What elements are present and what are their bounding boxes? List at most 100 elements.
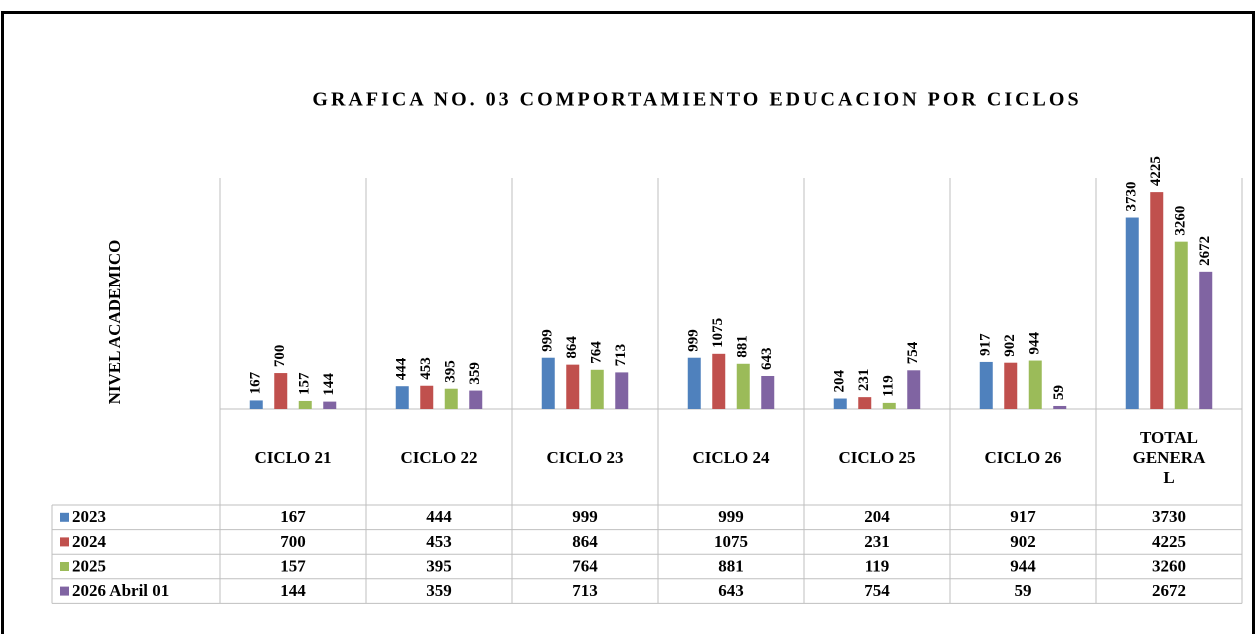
bar <box>1199 271 1213 409</box>
bar <box>323 401 337 409</box>
data-label: 2672 <box>1197 236 1213 266</box>
data-label: 713 <box>613 344 629 367</box>
data-label: 144 <box>321 373 337 396</box>
bar <box>858 397 872 409</box>
legend-swatch <box>60 586 69 596</box>
table-value: 204 <box>864 507 890 526</box>
bar <box>469 390 483 409</box>
data-label: 999 <box>686 329 702 352</box>
bar <box>761 375 775 409</box>
table-value: 902 <box>1010 532 1036 551</box>
legend-label: 2023 <box>72 507 106 526</box>
table-value: 59 <box>1015 581 1032 600</box>
bar <box>541 357 555 409</box>
data-label: 4225 <box>1148 156 1164 186</box>
table-value: 944 <box>1010 556 1036 575</box>
bar <box>1150 192 1164 409</box>
table-value: 4225 <box>1152 532 1186 551</box>
data-label: 359 <box>467 362 483 385</box>
table-value: 2672 <box>1152 581 1186 600</box>
table-value: 1075 <box>714 532 748 551</box>
data-label: 999 <box>540 329 556 352</box>
bar <box>833 398 847 409</box>
data-label: 231 <box>856 369 872 392</box>
data-label: 1075 <box>710 318 726 348</box>
category-label: CICLO 24 <box>692 448 770 467</box>
data-label: 700 <box>272 345 288 368</box>
bar <box>979 361 993 409</box>
table-value: 713 <box>572 581 598 600</box>
data-label: 204 <box>832 370 848 393</box>
table-value: 643 <box>718 581 744 600</box>
table-value: 3260 <box>1152 556 1186 575</box>
bar <box>1028 360 1042 409</box>
category-label: CICLO 26 <box>984 448 1062 467</box>
data-label: 917 <box>978 333 994 356</box>
data-label: 119 <box>881 375 897 397</box>
table-value: 999 <box>572 507 598 526</box>
bar <box>566 364 580 409</box>
bar <box>249 400 263 409</box>
table-value: 231 <box>864 532 890 551</box>
legend-swatch <box>60 512 69 522</box>
table-value: 999 <box>718 507 744 526</box>
bar <box>907 370 921 409</box>
category-label: CICLO 21 <box>254 448 332 467</box>
bar <box>615 372 629 409</box>
data-label: 764 <box>589 341 605 364</box>
data-label: 157 <box>297 372 313 395</box>
data-label: 3260 <box>1173 206 1189 236</box>
data-label: 395 <box>443 360 459 383</box>
chart-title: GRAFICA NO. 03 COMPORTAMIENTO EDUCACION … <box>312 89 1081 111</box>
legend-label: 2024 <box>72 532 107 551</box>
bar <box>1053 405 1067 409</box>
y-axis-label: NIVEL ACADEMICO <box>105 240 124 405</box>
data-label: 643 <box>759 347 775 370</box>
category-label: CICLO 23 <box>546 448 624 467</box>
bar <box>712 353 726 409</box>
frame <box>1 11 1255 634</box>
bar <box>420 385 434 409</box>
table-value: 764 <box>572 556 598 575</box>
data-label: 167 <box>248 371 264 394</box>
table-value: 444 <box>426 507 452 526</box>
data-label: 944 <box>1027 332 1043 355</box>
bar <box>882 402 896 409</box>
table-value: 754 <box>864 581 890 600</box>
bar <box>444 388 458 409</box>
table-value: 157 <box>280 556 306 575</box>
legend-label: 2026 Abril 01 <box>72 581 169 600</box>
bar <box>395 386 409 409</box>
table-value: 119 <box>865 556 890 575</box>
data-label: 3730 <box>1124 182 1140 212</box>
table-value: 359 <box>426 581 452 600</box>
data-label: 881 <box>735 335 751 358</box>
table-value: 167 <box>280 507 306 526</box>
table-value: 395 <box>426 556 452 575</box>
data-label: 59 <box>1051 385 1067 400</box>
data-label: 902 <box>1002 334 1018 357</box>
legend-swatch <box>60 537 69 547</box>
legend-label: 2025 <box>72 556 106 575</box>
table-value: 917 <box>1010 507 1036 526</box>
table-value: 700 <box>280 532 306 551</box>
category-label: CICLO 25 <box>838 448 916 467</box>
category-label: TOTAL GENERAL <box>1132 428 1206 487</box>
bar <box>298 400 312 409</box>
table-value: 3730 <box>1152 507 1186 526</box>
data-label: 754 <box>905 341 921 364</box>
table-value: 453 <box>426 532 452 551</box>
bar <box>1004 362 1018 409</box>
data-label: 864 <box>564 336 580 359</box>
legend-swatch <box>60 562 69 571</box>
bar <box>1125 217 1139 409</box>
category-label: CICLO 22 <box>400 448 478 467</box>
data-label: 444 <box>394 357 410 380</box>
bar <box>1174 241 1188 409</box>
table-value: 881 <box>718 556 744 575</box>
bar <box>736 363 750 409</box>
table-value: 864 <box>572 532 598 551</box>
bar <box>274 373 288 409</box>
